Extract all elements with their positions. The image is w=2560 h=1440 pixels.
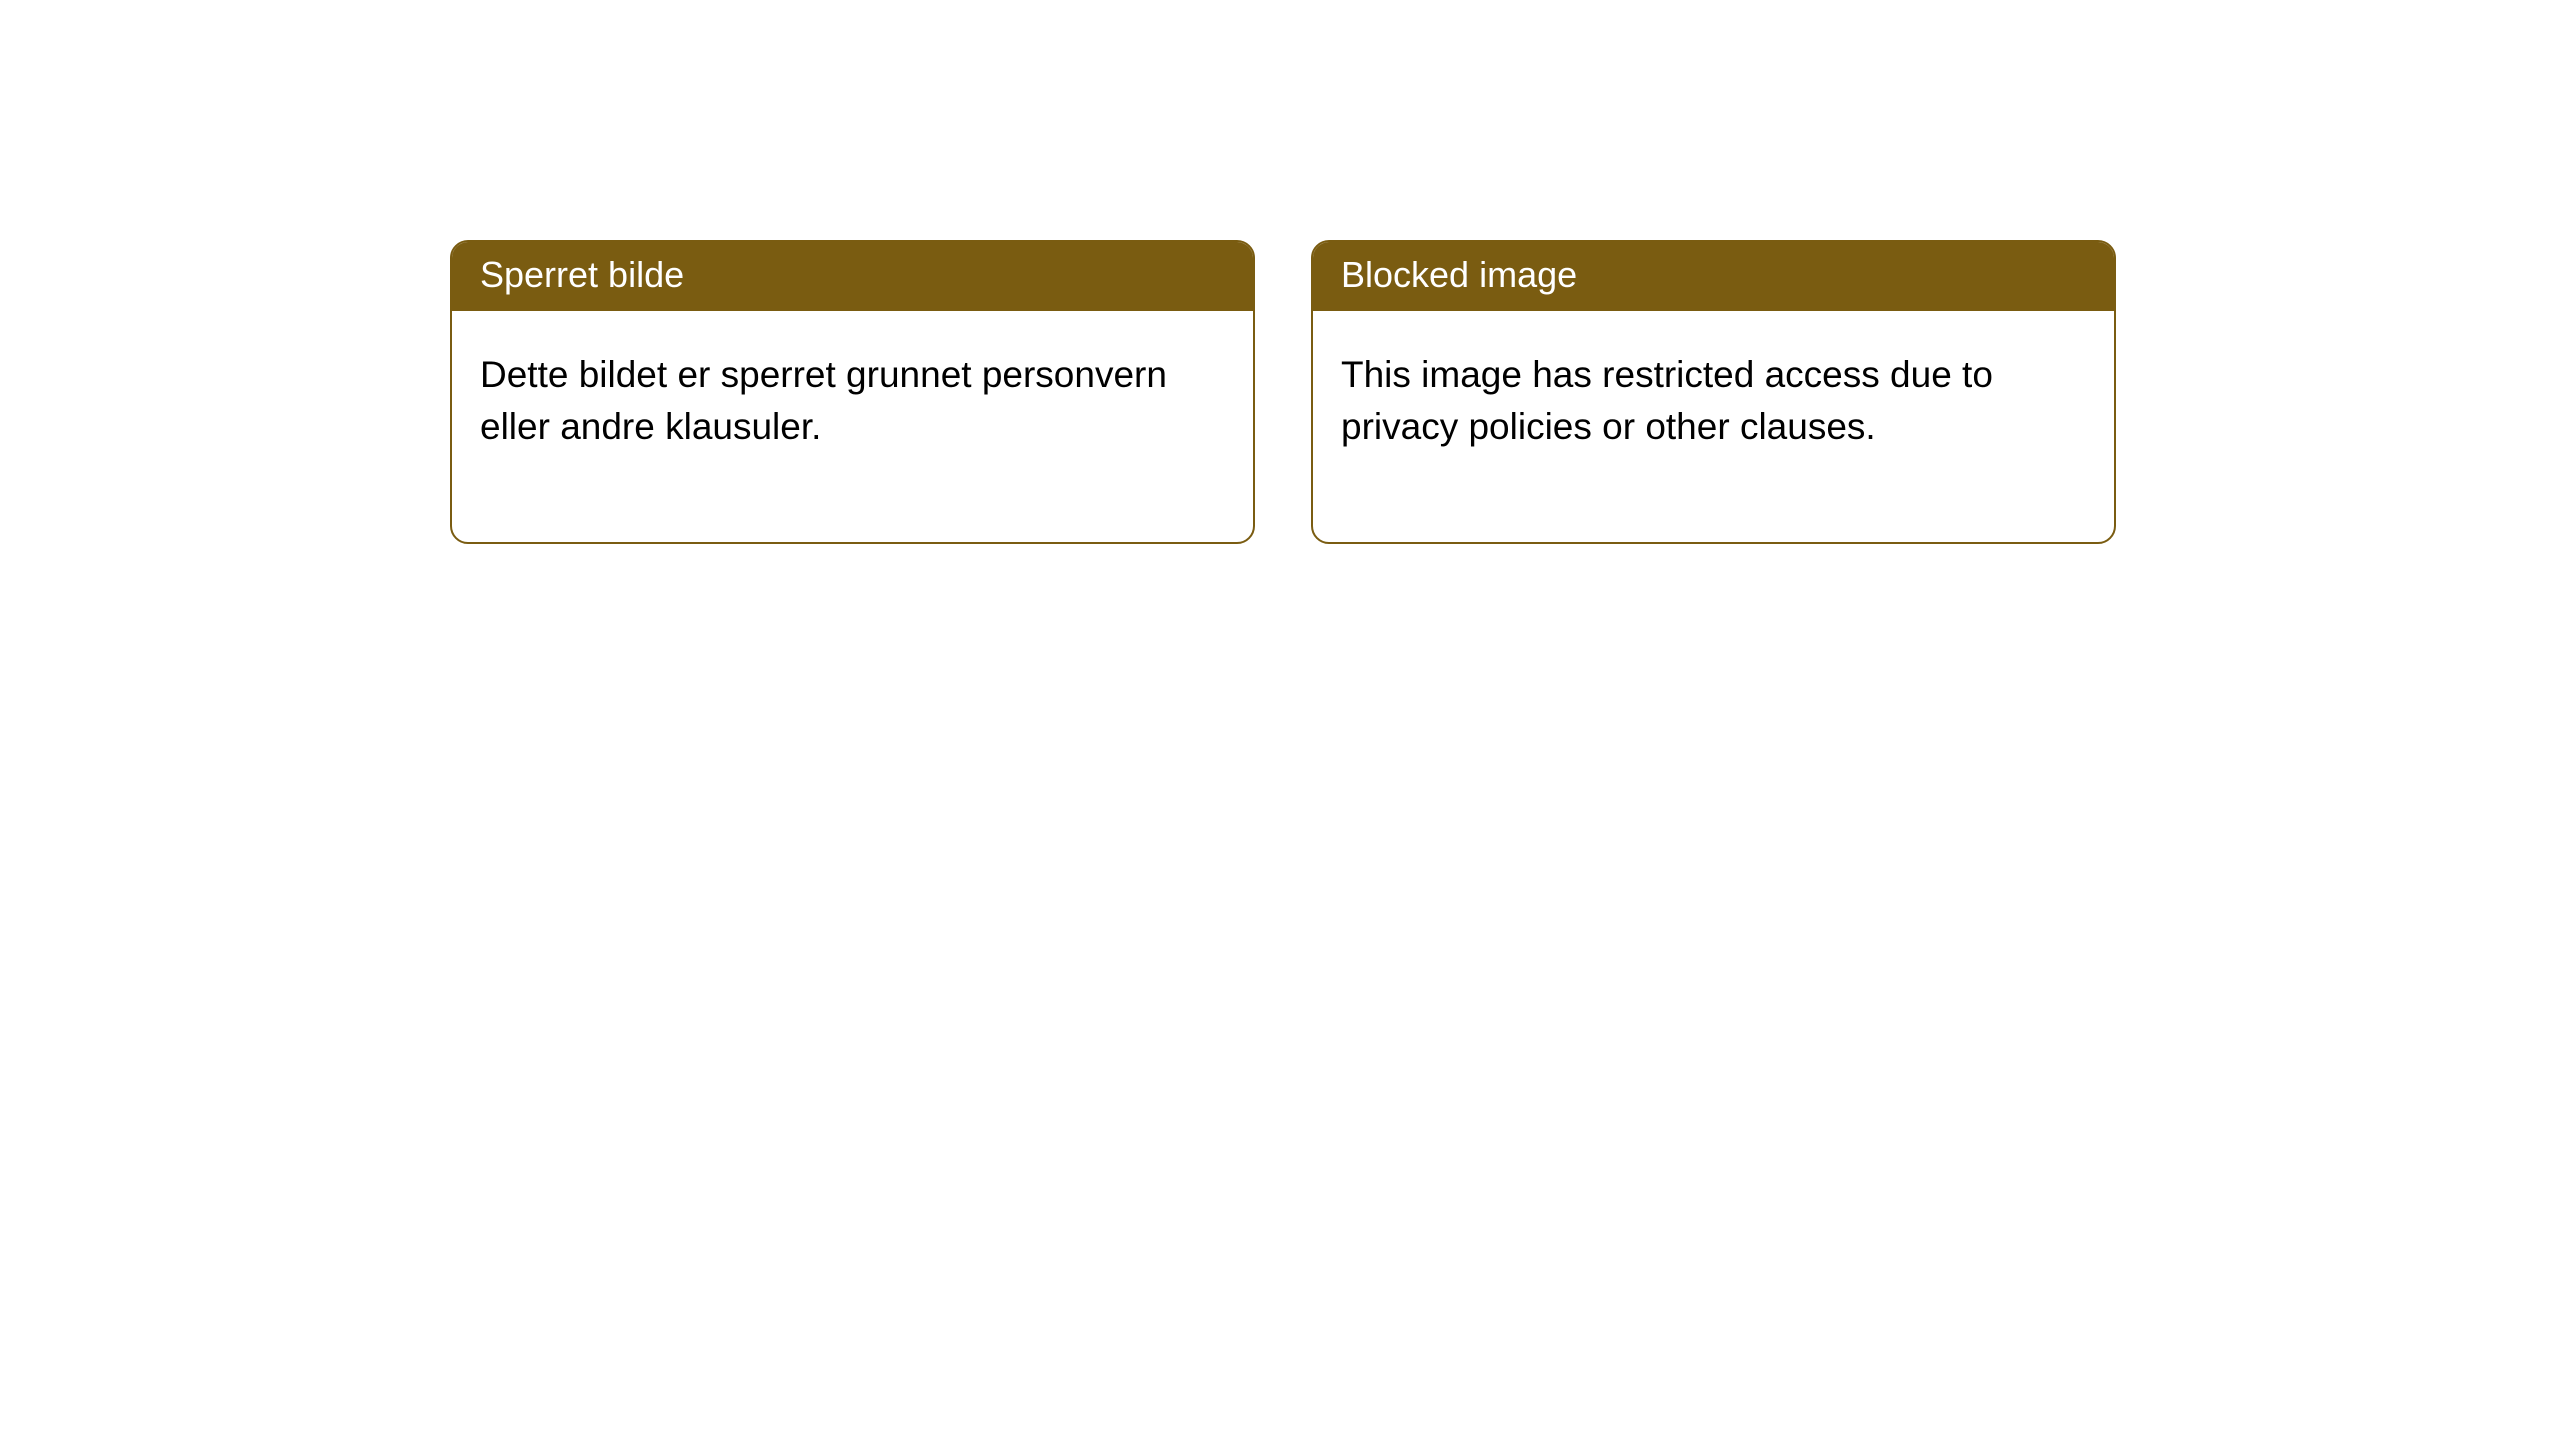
- notice-body: This image has restricted access due to …: [1313, 311, 2114, 543]
- notice-body: Dette bildet er sperret grunnet personve…: [452, 311, 1253, 543]
- notice-card-english: Blocked image This image has restricted …: [1311, 240, 2116, 544]
- notice-header: Sperret bilde: [452, 242, 1253, 311]
- notice-header: Blocked image: [1313, 242, 2114, 311]
- notice-card-norwegian: Sperret bilde Dette bildet er sperret gr…: [450, 240, 1255, 544]
- notice-container: Sperret bilde Dette bildet er sperret gr…: [0, 0, 2560, 544]
